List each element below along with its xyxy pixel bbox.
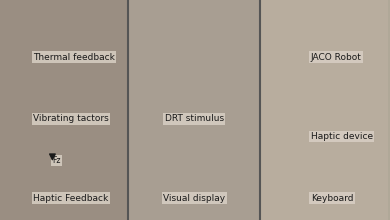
Text: Visual display: Visual display — [163, 194, 225, 202]
Text: Keyboard: Keyboard — [311, 194, 353, 202]
Text: DRT stimulus: DRT stimulus — [165, 114, 224, 123]
Bar — [260, 0, 388, 220]
Text: Haptic device: Haptic device — [311, 132, 373, 141]
Text: JACO Robot: JACO Robot — [311, 53, 362, 62]
Text: Vibrating tactors: Vibrating tactors — [33, 114, 109, 123]
Bar — [0, 0, 128, 220]
Text: Fz: Fz — [52, 156, 61, 165]
Bar — [128, 0, 260, 220]
Text: Haptic Feedback: Haptic Feedback — [33, 194, 108, 202]
Text: Thermal feedback: Thermal feedback — [33, 53, 115, 62]
